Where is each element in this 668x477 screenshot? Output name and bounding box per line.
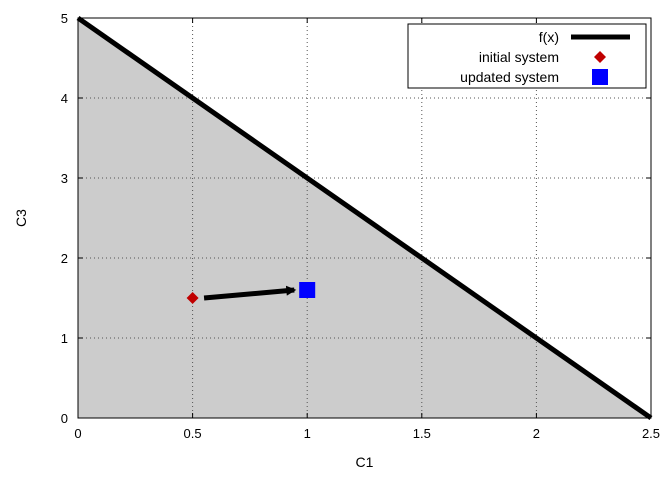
x-tick-label: 1 xyxy=(304,426,311,441)
legend: f(x) initial system updated system xyxy=(407,23,647,89)
x-tick-label: 2 xyxy=(533,426,540,441)
x-axis-label: C1 xyxy=(356,454,374,470)
initial-system-point xyxy=(186,292,199,304)
series-layer xyxy=(76,15,653,421)
y-tick-label: 1 xyxy=(61,331,68,346)
y-tick-label: 5 xyxy=(61,11,68,26)
x-tick-label: 0 xyxy=(74,426,81,441)
legend-label-updated-system: updated system xyxy=(460,69,559,85)
tick-layer: 0 0.5 1 1.5 2 2.5 0 1 2 3 4 5 xyxy=(61,11,660,441)
legend-label-initial-system: initial system xyxy=(479,49,559,65)
y-tick-label: 4 xyxy=(61,91,68,106)
x-tick-label: 1.5 xyxy=(413,426,431,441)
y-axis-label: C3 xyxy=(13,209,29,227)
x-tick-label: 2.5 xyxy=(642,426,660,441)
fx-line xyxy=(76,15,653,421)
y-tick-label: 0 xyxy=(61,411,68,426)
y-tick-label: 3 xyxy=(61,171,68,186)
y-tick-label: 2 xyxy=(61,251,68,266)
legend-swatch-initial-system xyxy=(594,51,606,63)
updated-system-point xyxy=(299,282,316,298)
legend-swatch-updated-system xyxy=(592,69,608,85)
shift-arrow xyxy=(203,285,297,301)
x-tick-label: 0.5 xyxy=(184,426,202,441)
legend-label-fx: f(x) xyxy=(539,29,559,45)
legend-swatches xyxy=(571,34,630,85)
grid-layer xyxy=(78,18,651,418)
plot-frame xyxy=(77,17,652,419)
